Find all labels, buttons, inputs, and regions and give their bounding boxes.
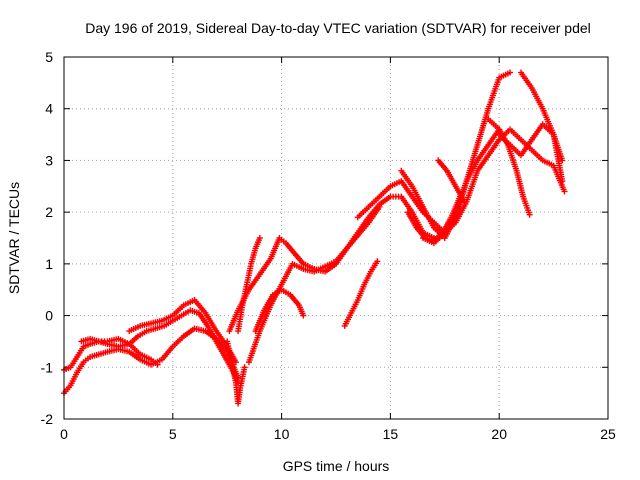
data-point xyxy=(461,198,468,205)
data-point xyxy=(507,69,514,76)
y-tick-label: 0 xyxy=(45,308,53,324)
series-track-e xyxy=(224,338,248,407)
data-marks xyxy=(61,69,568,407)
series-track-k xyxy=(354,126,568,236)
x-tick-label: 5 xyxy=(169,426,177,442)
y-axis-label: SDTVAR / TECUs xyxy=(6,182,22,294)
y-tick-label: 1 xyxy=(45,256,53,272)
data-point xyxy=(374,258,381,265)
grid-lines xyxy=(64,57,608,419)
x-tick-label: 0 xyxy=(60,426,68,442)
x-tick-label: 15 xyxy=(383,426,399,442)
x-tick-label: 20 xyxy=(491,426,507,442)
x-axis-label: GPS time / hours xyxy=(283,458,390,474)
data-point xyxy=(256,235,263,241)
plot-frame xyxy=(63,56,609,420)
series-track-i xyxy=(252,286,307,335)
data-point xyxy=(376,203,383,210)
series-track-l xyxy=(398,69,514,241)
series-track-f xyxy=(235,235,263,335)
y-tick-label: 2 xyxy=(45,204,53,220)
y-tick-label: -1 xyxy=(41,359,54,375)
series-track-c xyxy=(78,335,161,368)
y-tick-label: 5 xyxy=(45,49,53,65)
data-point xyxy=(154,361,161,368)
axis-ticks: 0 5 10 15 20 25 -2 -1 0 1 2 3 4 5 xyxy=(41,49,616,442)
y-tick-label: -2 xyxy=(41,411,54,427)
y-tick-label: 4 xyxy=(45,101,53,117)
data-point xyxy=(300,312,307,319)
series-track-a xyxy=(61,307,242,386)
series-track-h xyxy=(245,203,383,366)
data-point xyxy=(559,178,566,185)
x-tick-label: 25 xyxy=(600,426,616,442)
data-point xyxy=(526,211,533,218)
x-tick-label: 10 xyxy=(274,426,290,442)
series-track-r xyxy=(517,69,566,185)
data-point xyxy=(241,364,248,371)
y-tick-label: 3 xyxy=(45,152,53,168)
series-track-d xyxy=(126,297,239,366)
data-point xyxy=(561,188,568,195)
chart-title: Day 196 of 2019, Sidereal Day-to-day VTE… xyxy=(85,20,591,36)
series-track-p xyxy=(485,116,533,218)
data-point xyxy=(559,157,566,164)
series-track-b xyxy=(61,325,242,397)
series-track-o xyxy=(435,157,468,205)
series-track-j xyxy=(341,258,381,329)
